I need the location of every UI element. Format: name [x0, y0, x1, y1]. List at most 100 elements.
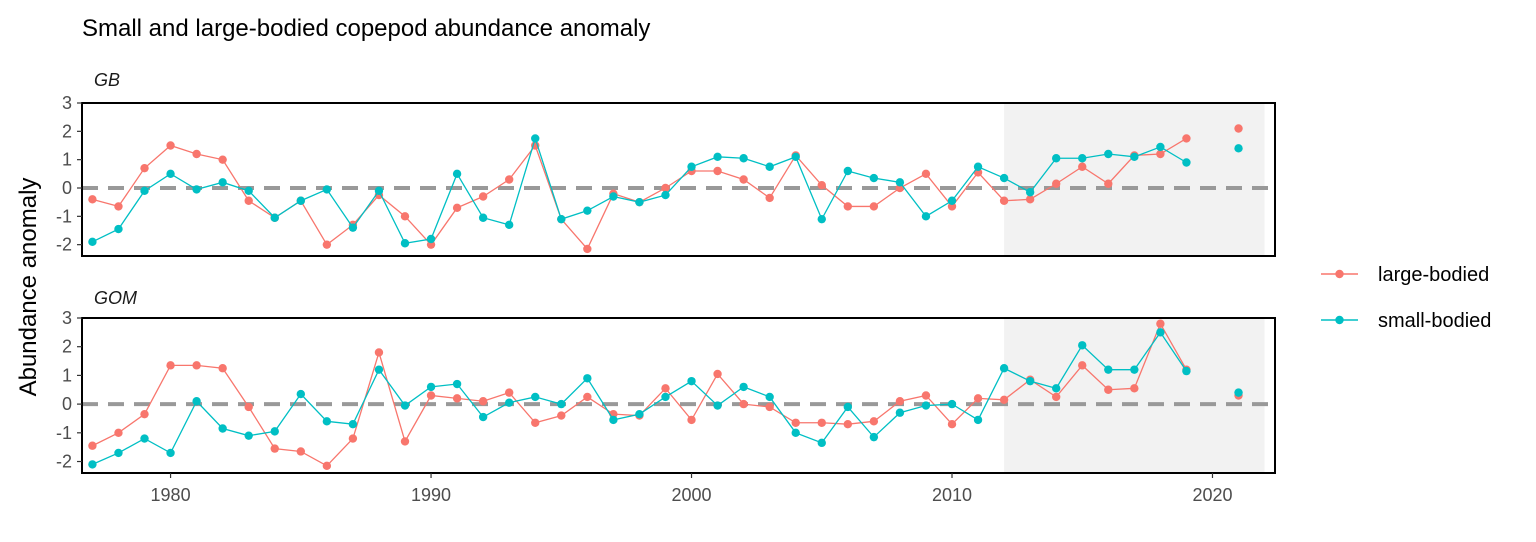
data-point-small-bodied: [1234, 144, 1243, 153]
data-point-small-bodied: [192, 397, 201, 406]
panel-gb: GB -2 -1 0 1 2 3: [56, 70, 1276, 257]
x-tick-label: 2020: [1192, 485, 1232, 505]
data-point-small-bodied: [531, 134, 540, 143]
data-point-small-bodied: [921, 212, 931, 221]
data-point-small-bodied: [244, 186, 253, 196]
y-tick-label: 2: [62, 121, 72, 141]
chart-panels: GB -2 -1 0 1 2 3 GOM -2 -1 0 1 2 3 1980 1990 2000 2010 202…: [56, 70, 1276, 505]
data-point-small-bodied: [1078, 154, 1087, 163]
data-point-small-bodied: [140, 434, 149, 443]
data-point-large-bodied: [296, 447, 306, 456]
data-point-small-bodied: [348, 223, 358, 232]
data-point-small-bodied: [817, 214, 826, 224]
data-point-small-bodied: [895, 178, 905, 187]
data-point-small-bodied: [1130, 152, 1139, 162]
legend-label: large-bodied: [1378, 264, 1489, 286]
data-point-large-bodied: [999, 196, 1009, 205]
data-point-large-bodied: [1182, 134, 1191, 143]
shaded-region: [1004, 103, 1265, 256]
legend-label: small-bodied: [1378, 310, 1491, 332]
data-point-small-bodied: [895, 408, 905, 417]
data-point-large-bodied: [322, 240, 332, 249]
data-point-small-bodied: [322, 185, 332, 194]
data-point-large-bodied: [843, 202, 853, 211]
x-tick-label: 1980: [151, 485, 191, 505]
data-point-large-bodied: [270, 444, 279, 453]
x-tick-label: 2000: [672, 485, 712, 505]
data-point-large-bodied: [817, 418, 826, 427]
y-tick-label: -2: [56, 235, 72, 255]
data-point-small-bodied: [270, 427, 279, 436]
data-point-small-bodied: [869, 173, 879, 183]
data-point-small-bodied: [140, 186, 149, 196]
data-point-small-bodied: [400, 239, 410, 248]
y-tick-label: 3: [62, 93, 72, 113]
data-point-small-bodied: [1051, 384, 1061, 393]
data-point-large-bodied: [114, 428, 123, 438]
y-tick-label: -1: [56, 206, 72, 226]
data-point-small-bodied: [817, 438, 826, 448]
data-point-small-bodied: [426, 234, 436, 244]
data-point-large-bodied: [1078, 361, 1087, 370]
data-point-large-bodied: [843, 420, 853, 429]
data-point-small-bodied: [661, 392, 670, 402]
data-point-large-bodied: [1025, 195, 1035, 204]
data-point-large-bodied: [817, 180, 826, 190]
data-point-small-bodied: [88, 460, 97, 469]
data-point-small-bodied: [947, 196, 957, 205]
y-tick-label: 1: [62, 365, 72, 385]
data-point-small-bodied: [114, 224, 123, 234]
data-point-large-bodied: [400, 437, 410, 446]
y-tick-label: 0: [62, 178, 72, 198]
data-point-large-bodied: [400, 212, 410, 221]
data-point-large-bodied: [166, 361, 175, 370]
data-point-small-bodied: [609, 415, 618, 425]
data-point-small-bodied: [166, 448, 175, 458]
data-point-large-bodied: [478, 397, 488, 406]
y-axis-label: Abundance anomaly: [15, 178, 42, 397]
data-point-small-bodied: [791, 152, 800, 162]
data-point-large-bodied: [504, 388, 514, 397]
data-point-large-bodied: [140, 409, 149, 419]
data-point-large-bodied: [192, 149, 201, 159]
data-point-small-bodied: [843, 402, 853, 412]
data-point-large-bodied: [1104, 385, 1113, 394]
data-point-small-bodied: [557, 399, 566, 409]
data-point-small-bodied: [1182, 158, 1191, 167]
data-point-small-bodied: [661, 190, 670, 200]
data-point-small-bodied: [296, 196, 306, 205]
y-tick-label: 2: [62, 337, 72, 357]
data-point-small-bodied: [635, 197, 644, 207]
data-point-small-bodied: [270, 213, 279, 222]
data-point-small-bodied: [973, 415, 983, 425]
data-point-small-bodied: [739, 382, 748, 392]
data-point-large-bodied: [713, 166, 722, 176]
data-point-small-bodied: [374, 186, 384, 196]
panel-gom: GOM -2 -1 0 1 2 3 1980 1990 2000 2010 2020: [56, 288, 1276, 505]
data-point-small-bodied: [374, 365, 384, 374]
data-point-small-bodied: [1234, 388, 1243, 397]
data-point-small-bodied: [1104, 365, 1113, 374]
data-point-large-bodied: [895, 397, 905, 406]
data-point-large-bodied: [1078, 162, 1087, 171]
data-point-large-bodied: [869, 202, 879, 211]
shaded-region: [1004, 318, 1265, 473]
data-point-small-bodied: [1025, 188, 1035, 197]
data-point-large-bodied: [114, 202, 123, 211]
data-point-large-bodied: [583, 244, 592, 254]
data-point-small-bodied: [1025, 376, 1035, 386]
data-point-large-bodied: [973, 394, 983, 403]
data-point-large-bodied: [88, 195, 97, 204]
data-point-small-bodied: [1130, 365, 1139, 374]
data-point-large-bodied: [426, 391, 436, 400]
data-point-small-bodied: [687, 162, 696, 171]
legend: large-bodied small-bodied: [1321, 264, 1491, 332]
legend-item-large-bodied: large-bodied: [1321, 264, 1489, 286]
data-point-large-bodied: [765, 402, 774, 412]
data-point-small-bodied: [869, 432, 879, 442]
data-point-small-bodied: [921, 401, 931, 410]
y-tick-label: 1: [62, 150, 72, 170]
data-point-small-bodied: [947, 399, 957, 409]
data-point-small-bodied: [765, 392, 774, 402]
data-point-small-bodied: [88, 237, 97, 247]
